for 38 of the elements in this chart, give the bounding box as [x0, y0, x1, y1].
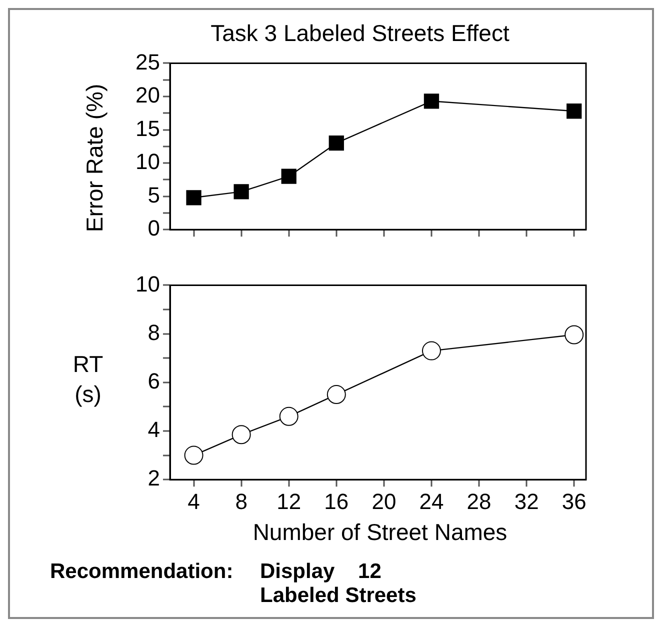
chart-title: Task 3 Labeled Streets Effect — [210, 20, 510, 47]
y-axis-title: Error Rate (%) — [82, 84, 108, 232]
x-tick-label: 24 — [419, 488, 444, 514]
x-tick-label: 36 — [562, 488, 586, 514]
x-axis-title: Number of Street Names — [252, 519, 508, 546]
y-tick-label: 4 — [148, 417, 160, 442]
y-tick-label: 25 — [136, 49, 160, 74]
y-tick-label: 5 — [148, 182, 160, 208]
point — [232, 425, 251, 444]
y-axis-title: RT (s) — [72, 350, 104, 409]
point — [326, 385, 346, 404]
y-tick-label: 0 — [148, 216, 160, 241]
text: Recommendation: — [50, 560, 234, 585]
point — [281, 168, 296, 184]
x-tick-label: 28 — [466, 488, 492, 514]
y-tick-label: 10 — [136, 271, 160, 296]
point — [566, 104, 582, 119]
y-tick-label: 8 — [148, 320, 160, 345]
y-tick-label: 6 — [148, 368, 160, 394]
y-tick-label: 2 — [148, 466, 160, 491]
point — [422, 341, 441, 360]
point — [424, 94, 440, 109]
point — [234, 184, 249, 200]
point — [186, 190, 202, 206]
x-tick-label: 8 — [235, 488, 248, 514]
point — [328, 136, 344, 151]
x-tick-label: 12 — [276, 488, 302, 514]
point — [564, 325, 584, 344]
y-tick-label: 15 — [136, 116, 160, 141]
y-tick-label: 20 — [136, 82, 160, 108]
x-tick-label: 4 — [188, 488, 200, 514]
x-tick-label: 20 — [372, 488, 396, 514]
x-tick-label: 16 — [324, 488, 349, 514]
y-tick-label: 10 — [136, 149, 160, 174]
text: Display 12 Labeled Streets — [260, 560, 418, 608]
point — [184, 446, 204, 465]
x-tick-label: 32 — [514, 488, 539, 514]
point — [279, 406, 298, 426]
